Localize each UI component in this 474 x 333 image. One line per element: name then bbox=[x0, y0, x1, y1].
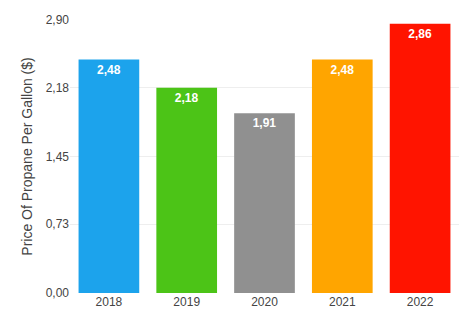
svg-text:0,73: 0,73 bbox=[46, 217, 70, 231]
svg-text:2020: 2020 bbox=[251, 295, 278, 309]
svg-text:2,48: 2,48 bbox=[330, 63, 354, 77]
svg-text:2,48: 2,48 bbox=[97, 63, 121, 77]
svg-text:Price Of Propane Per Gallon ($: Price Of Propane Per Gallon ($) bbox=[19, 57, 35, 255]
svg-text:2,90: 2,90 bbox=[46, 13, 70, 27]
svg-text:1,91: 1,91 bbox=[253, 116, 277, 130]
svg-text:2018: 2018 bbox=[96, 295, 123, 309]
svg-text:2,18: 2,18 bbox=[46, 81, 70, 95]
svg-text:2021: 2021 bbox=[329, 295, 356, 309]
svg-text:2,86: 2,86 bbox=[408, 27, 432, 41]
svg-text:2,18: 2,18 bbox=[175, 91, 199, 105]
svg-text:1,45: 1,45 bbox=[46, 150, 70, 164]
svg-text:2019: 2019 bbox=[173, 295, 200, 309]
svg-text:2022: 2022 bbox=[407, 295, 434, 309]
svg-text:0,00: 0,00 bbox=[46, 286, 70, 300]
